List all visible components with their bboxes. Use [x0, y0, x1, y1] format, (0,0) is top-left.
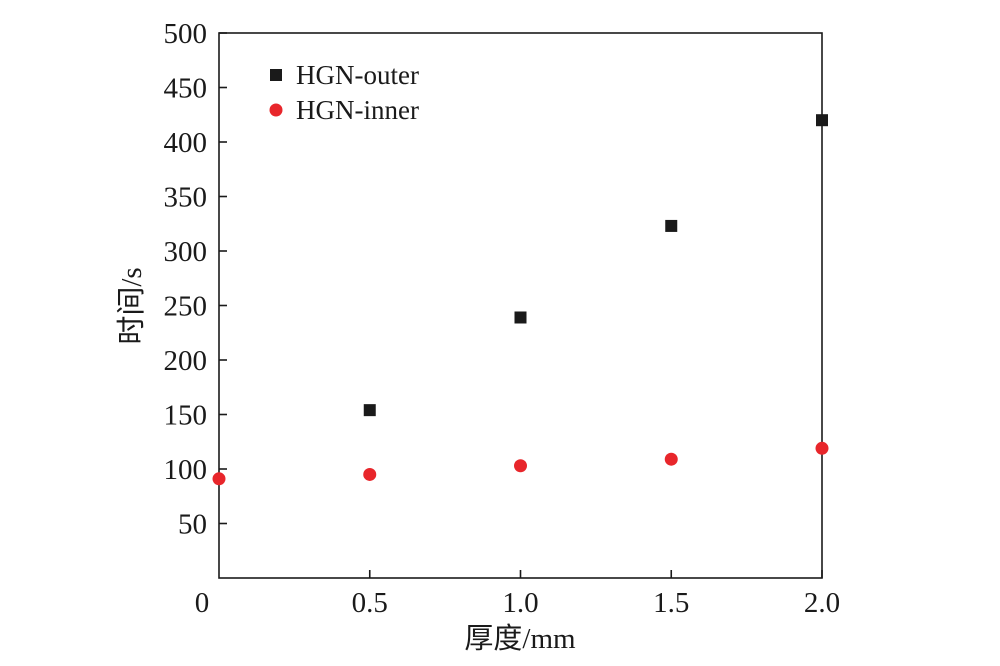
x-tick-label: 1.0	[502, 587, 538, 619]
data-point-square	[816, 114, 828, 127]
y-tick-label: 500	[164, 18, 208, 50]
y-tick-label: 50	[178, 509, 207, 541]
data-point-circle	[664, 452, 678, 466]
x-axis-title: 厚度/mm	[464, 622, 576, 655]
y-tick-label: 250	[164, 291, 208, 323]
x-tick-label: 1.5	[653, 587, 689, 619]
legend-label: HGN-outer	[296, 60, 419, 90]
y-tick-label: 350	[164, 182, 208, 214]
x-tick-label: 2.0	[804, 587, 840, 619]
y-tick-label: 100	[164, 454, 208, 486]
y-tick-label: 450	[164, 73, 208, 105]
data-point-square	[514, 311, 527, 324]
data-point-circle	[815, 441, 829, 455]
y-axis: 50 100 150 200 250 300 350 400 450 500	[164, 18, 227, 541]
y-tick-label: 150	[164, 400, 208, 432]
data-point-circle	[212, 472, 226, 486]
y-tick-label: 400	[164, 127, 208, 159]
legend-marker-square	[270, 69, 282, 81]
x-tick-label: 0	[195, 587, 210, 619]
series-hgn-inner	[212, 441, 829, 486]
x-axis: 0 0.5 1.0 1.5 2.0	[195, 570, 840, 619]
legend: HGN-outer HGN-inner	[269, 60, 419, 125]
series-hgn-outer	[363, 114, 828, 417]
legend-label: HGN-inner	[296, 95, 419, 125]
data-point-circle	[514, 459, 527, 473]
data-point-circle	[363, 467, 377, 481]
data-point-square	[665, 219, 678, 232]
y-axis-title: 时间/s	[115, 267, 148, 344]
legend-item: HGN-inner	[269, 95, 419, 125]
y-tick-label: 200	[164, 345, 208, 377]
y-tick-label: 300	[164, 236, 208, 268]
data-series	[212, 114, 829, 486]
x-tick-label: 0.5	[352, 587, 388, 619]
data-point-square	[363, 404, 376, 417]
legend-item: HGN-outer	[270, 60, 419, 90]
legend-marker-circle	[269, 103, 283, 117]
